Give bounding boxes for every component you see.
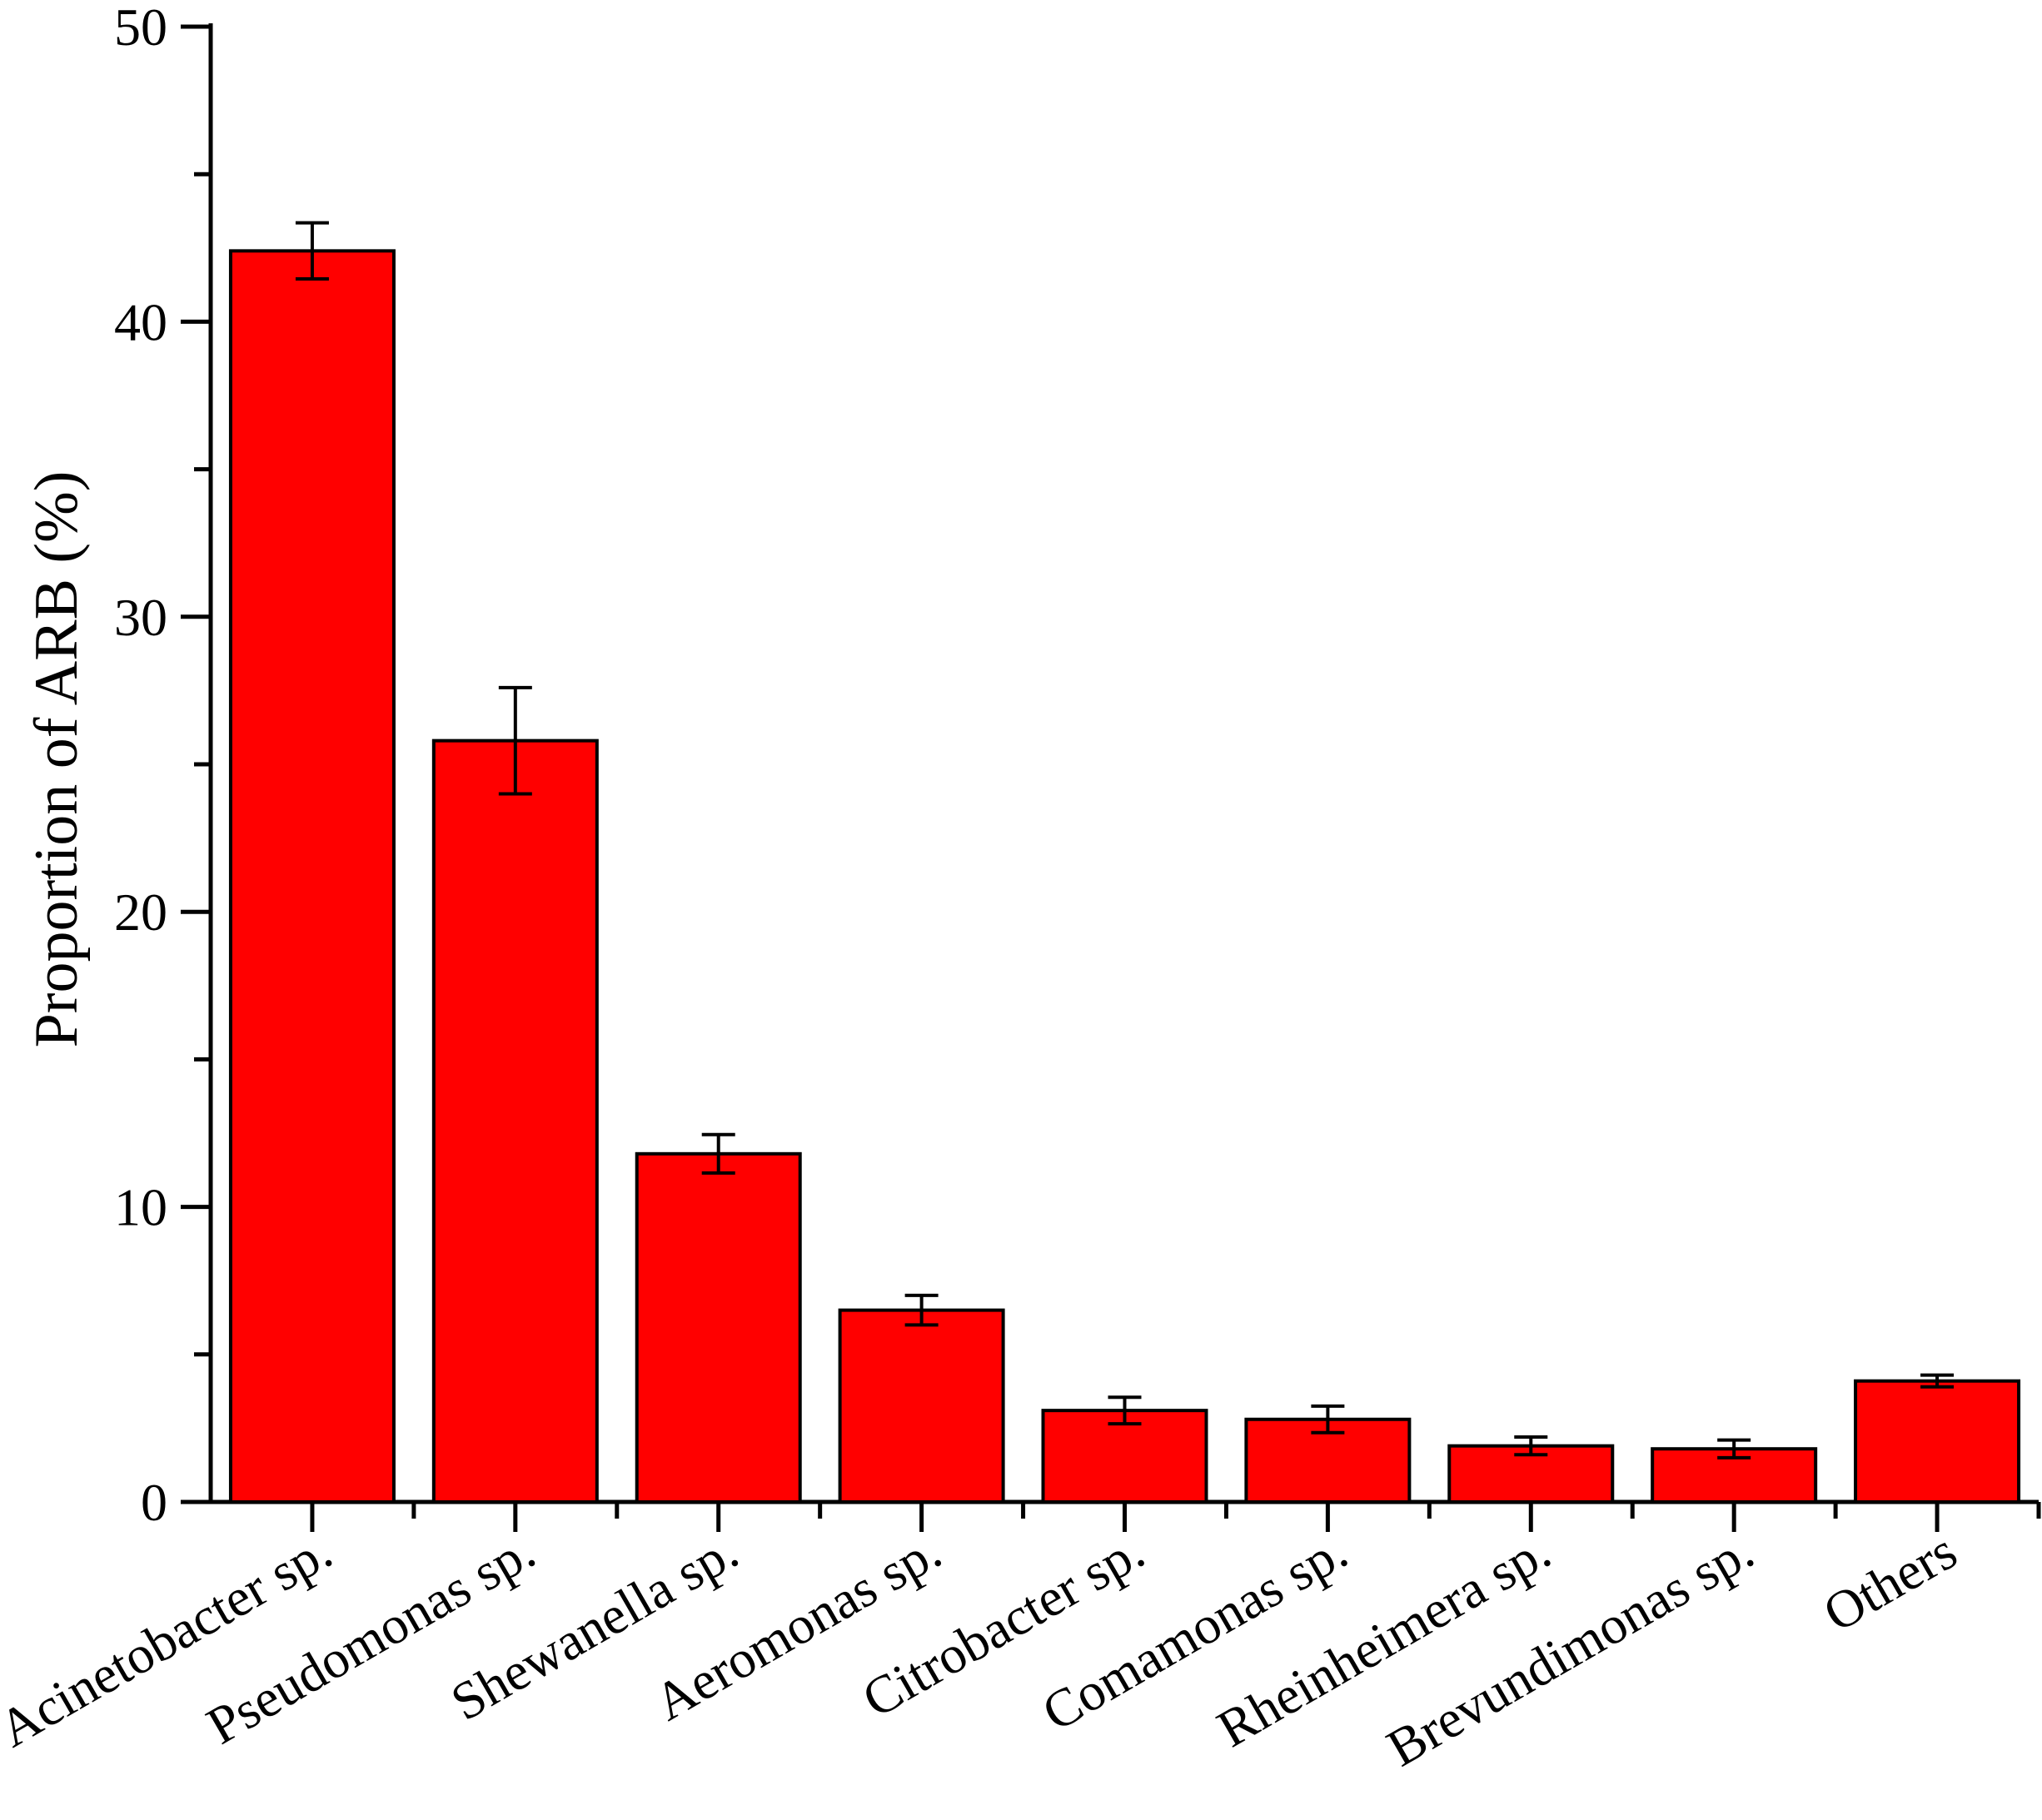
y-tick-label: 20 — [114, 883, 167, 942]
y-tick-label: 40 — [114, 292, 167, 351]
bar — [635, 1151, 802, 1504]
y-tick-label: 10 — [114, 1178, 167, 1237]
bar — [431, 738, 599, 1504]
x-category-label: Others — [1814, 1521, 1966, 1643]
x-category-label: Pseudomonas sp. — [197, 1521, 544, 1756]
bar — [838, 1308, 1005, 1504]
y-axis-title: Proportion of ARB (%) — [22, 471, 91, 1048]
y-tick-label: 0 — [141, 1473, 167, 1532]
bar — [1854, 1379, 2021, 1504]
x-category-label: Acinetobacter sp. — [0, 1521, 341, 1758]
x-category-label: Brevundimonas sp. — [1377, 1521, 1763, 1778]
bar — [228, 249, 396, 1504]
y-tick-label: 50 — [114, 0, 167, 57]
y-tick-label: 30 — [114, 588, 167, 647]
bars — [228, 249, 2021, 1504]
error-bars — [295, 221, 1955, 1459]
